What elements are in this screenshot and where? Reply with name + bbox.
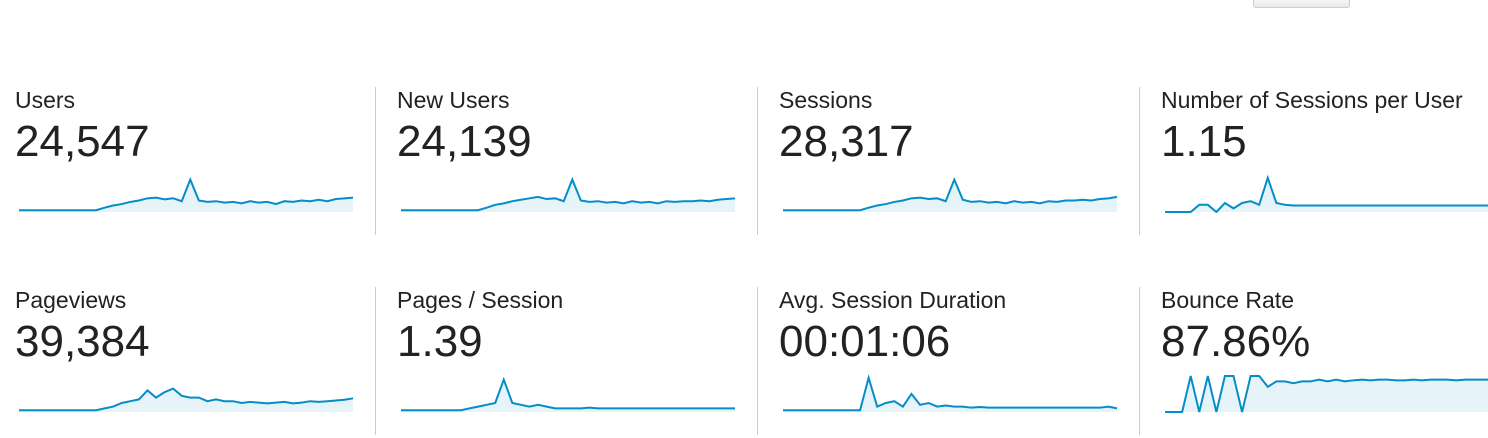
sparkline-area: [19, 179, 353, 212]
metric-label: New Users: [397, 87, 510, 113]
sparkline: [1165, 174, 1488, 213]
metric-card: Pageviews 39,384: [15, 287, 397, 437]
sparkline-area: [401, 179, 735, 212]
sparkline: [783, 374, 1118, 412]
sparkline-area: [1165, 376, 1488, 412]
sparkline-line: [783, 176, 1118, 212]
sparkline-line: [19, 176, 354, 212]
metric-value: 1.15: [1161, 117, 1247, 166]
sparkline-area: [1165, 177, 1488, 212]
sparkline-line: [19, 387, 354, 412]
metric-card: New Users 24,139: [397, 87, 779, 237]
metric-value: 28,317: [779, 117, 914, 166]
sparkline-line: [401, 376, 735, 412]
metric-value: 1.39: [397, 317, 483, 366]
sparkline: [401, 176, 736, 212]
metric-card: Avg. Session Duration 00:01:06: [779, 287, 1161, 437]
sparkline: [19, 176, 354, 212]
sparkline: [783, 176, 1118, 212]
metric-card: Number of Sessions per User 1.15: [1161, 87, 1488, 237]
sparkline: [1165, 375, 1488, 413]
sparkline-area: [19, 388, 353, 412]
metric-label: Users: [15, 87, 76, 113]
sparkline: [19, 387, 354, 412]
metric-label: Avg. Session Duration: [779, 287, 1007, 313]
metric-label: Number of Sessions per User: [1161, 87, 1463, 113]
dropdown-button[interactable]: [1253, 0, 1350, 8]
divider: [375, 87, 376, 235]
metric-card: Pages / Session 1.39: [397, 287, 779, 437]
sparkline-line: [401, 176, 736, 212]
metric-value: 39,384: [15, 317, 150, 366]
divider: [757, 287, 758, 435]
metric-label: Pageviews: [15, 287, 127, 313]
metric-value: 24,547: [15, 117, 150, 166]
metric-label: Pages / Session: [397, 287, 564, 313]
metric-label: Bounce Rate: [1161, 287, 1294, 313]
sparkline-area: [401, 379, 735, 412]
sparkline-area: [783, 179, 1117, 212]
divider: [757, 87, 758, 235]
metric-value: 87.86%: [1161, 317, 1311, 366]
metric-card: Users 24,547: [15, 87, 397, 237]
metric-value: 00:01:06: [779, 317, 951, 366]
metric-card: Sessions 28,317: [779, 87, 1161, 237]
metric-value: 24,139: [397, 117, 532, 166]
sparkline: [401, 376, 735, 412]
divider: [375, 287, 376, 435]
divider: [1139, 87, 1140, 235]
metric-label: Sessions: [779, 87, 873, 113]
sparkline-line: [1165, 375, 1488, 413]
sparkline-line: [783, 374, 1118, 412]
sparkline-line: [1165, 174, 1488, 213]
metric-card: Bounce Rate 87.86%: [1161, 287, 1488, 437]
divider: [1139, 287, 1140, 435]
